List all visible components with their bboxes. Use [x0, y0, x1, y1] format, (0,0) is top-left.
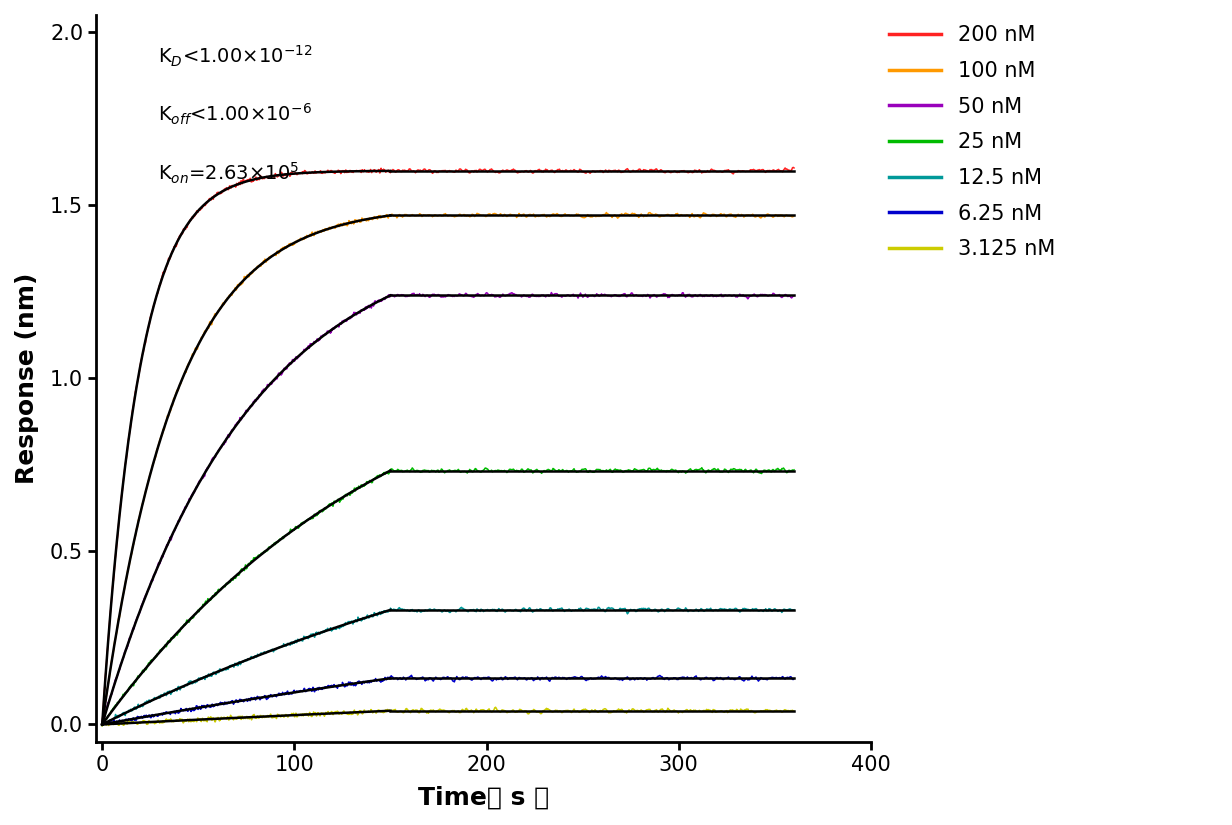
100 nM	[342, 217, 357, 227]
100 nM	[262, 252, 277, 262]
Text: K$_D$<1.00×10$^{-12}$: K$_D$<1.00×10$^{-12}$	[159, 44, 313, 69]
25 nM	[262, 542, 277, 552]
12.5 nM	[314, 627, 329, 637]
3.125 nM	[383, 706, 398, 716]
6.25 nM	[381, 672, 395, 682]
12.5 nM	[382, 606, 397, 615]
50 nM	[270, 372, 285, 382]
200 nM	[112, 506, 127, 516]
12.5 nM	[113, 711, 128, 721]
Line: 25 nM: 25 nM	[102, 470, 391, 726]
6.25 nM	[112, 715, 127, 725]
12.5 nM	[95, 719, 110, 729]
200 nM	[313, 166, 328, 176]
Legend: 200 nM, 100 nM, 50 nM, 25 nM, 12.5 nM, 6.25 nM, 3.125 nM: 200 nM, 100 nM, 50 nM, 25 nM, 12.5 nM, 6…	[890, 26, 1055, 259]
3.125 nM	[112, 718, 127, 728]
Text: K$_{on}$=2.63×10$^{5}$: K$_{on}$=2.63×10$^{5}$	[159, 160, 299, 186]
Line: 50 nM: 50 nM	[102, 295, 391, 724]
6.25 nM	[95, 720, 110, 730]
100 nM	[95, 719, 110, 729]
200 nM	[373, 163, 388, 173]
50 nM	[314, 332, 329, 342]
3.125 nM	[313, 709, 328, 719]
50 nM	[381, 290, 395, 299]
25 nM	[382, 465, 397, 475]
100 nM	[278, 243, 293, 252]
100 nM	[379, 210, 394, 219]
6.25 nM	[262, 692, 277, 702]
50 nM	[262, 379, 277, 389]
Line: 12.5 nM: 12.5 nM	[102, 610, 391, 724]
100 nM	[270, 247, 285, 257]
6.25 nM	[383, 673, 398, 683]
25 nM	[313, 506, 328, 516]
3.125 nM	[270, 711, 285, 721]
Y-axis label: Response (nm): Response (nm)	[15, 272, 39, 484]
200 nM	[383, 166, 398, 176]
Text: K$_{off}$<1.00×10$^{-6}$: K$_{off}$<1.00×10$^{-6}$	[159, 102, 312, 127]
6.25 nM	[342, 677, 357, 687]
12.5 nM	[262, 645, 277, 655]
12.5 nM	[344, 617, 359, 627]
200 nM	[342, 167, 357, 177]
12.5 nM	[95, 719, 110, 729]
25 nM	[383, 467, 398, 477]
Line: 6.25 nM: 6.25 nM	[102, 677, 391, 725]
50 nM	[278, 363, 293, 373]
200 nM	[278, 169, 293, 179]
3.125 nM	[278, 710, 293, 719]
100 nM	[112, 609, 127, 619]
Line: 3.125 nM: 3.125 nM	[102, 710, 391, 726]
12.5 nM	[270, 643, 285, 653]
25 nM	[342, 490, 357, 500]
3.125 nM	[342, 707, 357, 717]
6.25 nM	[270, 690, 285, 700]
50 nM	[113, 661, 128, 671]
X-axis label: Time（ s ）: Time（ s ）	[418, 786, 549, 810]
200 nM	[262, 172, 277, 182]
50 nM	[383, 290, 398, 300]
200 nM	[270, 172, 285, 182]
25 nM	[112, 695, 127, 705]
50 nM	[96, 719, 111, 728]
50 nM	[344, 313, 359, 323]
Line: 200 nM: 200 nM	[102, 168, 391, 724]
6.25 nM	[278, 688, 293, 698]
12.5 nM	[383, 606, 398, 615]
100 nM	[313, 226, 328, 236]
6.25 nM	[313, 684, 328, 694]
200 nM	[95, 719, 110, 729]
100 nM	[383, 211, 398, 221]
25 nM	[278, 530, 293, 540]
50 nM	[95, 719, 110, 728]
25 nM	[95, 721, 110, 731]
Line: 100 nM: 100 nM	[102, 214, 391, 724]
3.125 nM	[381, 705, 395, 714]
12.5 nM	[278, 641, 293, 651]
3.125 nM	[95, 721, 110, 731]
25 nM	[270, 538, 285, 548]
3.125 nM	[262, 710, 277, 720]
